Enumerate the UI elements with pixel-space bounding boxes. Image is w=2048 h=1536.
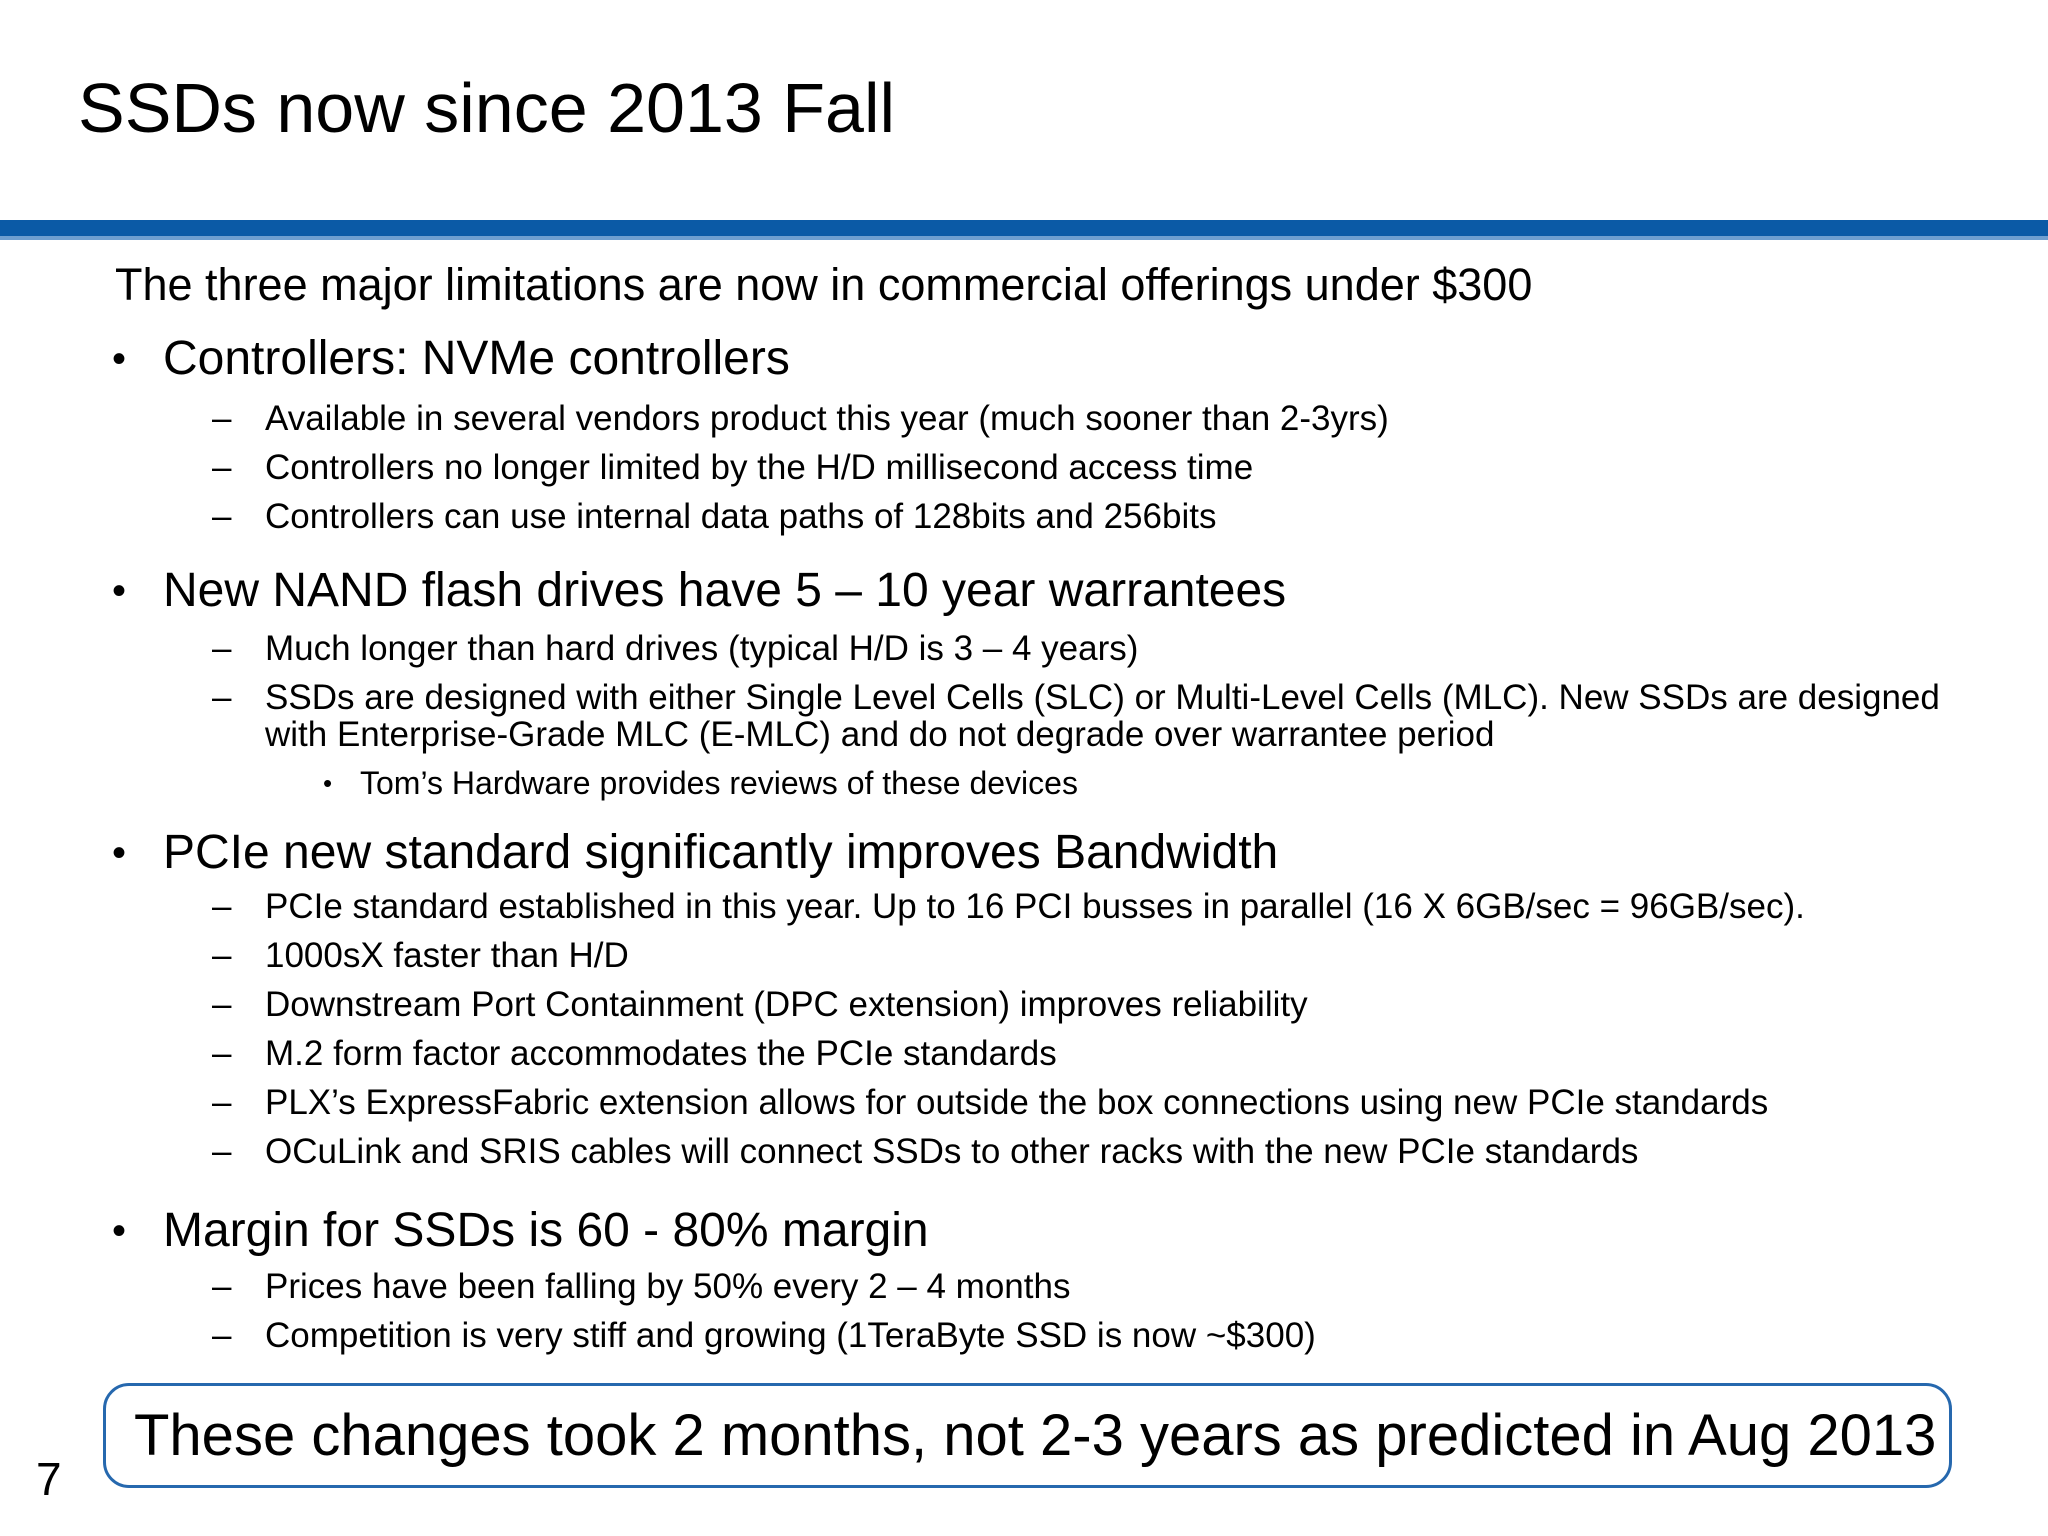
- dash-icon: –: [212, 497, 232, 536]
- section-heading: Margin for SSDs is 60 - 80% margin: [163, 1204, 929, 1257]
- section-items: – Prices have been falling by 50% every …: [0, 1268, 2048, 1354]
- section-heading: PCIe new standard significantly improves…: [163, 826, 1279, 879]
- section-items: – Available in several vendors product t…: [0, 400, 2048, 535]
- sub-bullet-icon: •: [323, 768, 333, 798]
- title-divider-bar: [0, 220, 2048, 240]
- dash-icon: –: [212, 1083, 232, 1122]
- list-item-text: 1000sX faster than H/D: [265, 936, 629, 975]
- list-item-text: SSDs are designed with either Single Lev…: [265, 678, 1940, 754]
- list-item: – PCIe standard established in this year…: [0, 888, 2048, 925]
- sub-list-item: • Tom’s Hardware provides reviews of the…: [0, 765, 2048, 802]
- list-item-text: OCuLink and SRIS cables will connect SSD…: [265, 1132, 1639, 1171]
- section-margin: • Margin for SSDs is 60 - 80% margin – P…: [0, 1205, 2048, 1366]
- dash-icon: –: [212, 448, 232, 487]
- list-item-text: Downstream Port Containment (DPC extensi…: [265, 985, 1308, 1024]
- section-heading: Controllers: NVMe controllers: [163, 332, 790, 385]
- dash-icon: –: [212, 1132, 232, 1171]
- list-item: – Controllers can use internal data path…: [0, 498, 2048, 535]
- slide-title: SSDs now since 2013 Fall: [78, 69, 896, 147]
- section-nand-flash: • New NAND flash drives have 5 – 10 year…: [0, 565, 2048, 814]
- section-heading-row: • New NAND flash drives have 5 – 10 year…: [0, 565, 2048, 617]
- list-item: – 1000sX faster than H/D: [0, 937, 2048, 974]
- dash-icon: –: [212, 1034, 232, 1073]
- list-item: – Competition is very stiff and growing …: [0, 1317, 2048, 1354]
- list-item-text: Available in several vendors product thi…: [265, 399, 1389, 438]
- list-item: – PLX’s ExpressFabric extension allows f…: [0, 1084, 2048, 1121]
- list-item-text: Much longer than hard drives (typical H/…: [265, 629, 1139, 668]
- list-item: – OCuLink and SRIS cables will connect S…: [0, 1133, 2048, 1170]
- dash-icon: –: [212, 1267, 232, 1306]
- section-heading-row: • Margin for SSDs is 60 - 80% margin: [0, 1205, 2048, 1257]
- list-item-text: PLX’s ExpressFabric extension allows for…: [265, 1083, 1769, 1122]
- section-pcie: • PCIe new standard significantly improv…: [0, 827, 2048, 1182]
- dash-icon: –: [212, 985, 232, 1024]
- dash-icon: –: [212, 399, 232, 438]
- list-item: – Prices have been falling by 50% every …: [0, 1268, 2048, 1305]
- section-heading-row: • Controllers: NVMe controllers: [0, 333, 2048, 385]
- intro-text: The three major limitations are now in c…: [115, 259, 1533, 310]
- dash-icon: –: [212, 678, 232, 717]
- list-item-text: Prices have been falling by 50% every 2 …: [265, 1267, 1071, 1306]
- section-controllers: • Controllers: NVMe controllers – Availa…: [0, 333, 2048, 547]
- bullet-icon: •: [112, 569, 127, 613]
- page-number: 7: [36, 1453, 62, 1505]
- bullet-icon: •: [112, 337, 127, 381]
- list-item: – SSDs are designed with either Single L…: [0, 679, 2048, 753]
- list-item-text: Competition is very stiff and growing (1…: [265, 1316, 1316, 1355]
- bullet-icon: •: [112, 831, 127, 875]
- list-item-text: Controllers can use internal data paths …: [265, 497, 1217, 536]
- list-item-text: PCIe standard established in this year. …: [265, 887, 1805, 926]
- dash-icon: –: [212, 887, 232, 926]
- list-item-text: Controllers no longer limited by the H/D…: [265, 448, 1254, 487]
- list-item: – Controllers no longer limited by the H…: [0, 449, 2048, 486]
- dash-icon: –: [212, 629, 232, 668]
- list-item: – Available in several vendors product t…: [0, 400, 2048, 437]
- dash-icon: –: [212, 1316, 232, 1355]
- dash-icon: –: [212, 936, 232, 975]
- section-items: – PCIe standard established in this year…: [0, 888, 2048, 1170]
- sub-list-item-text: Tom’s Hardware provides reviews of these…: [360, 765, 1078, 801]
- list-item: – M.2 form factor accommodates the PCIe …: [0, 1035, 2048, 1072]
- callout-text: These changes took 2 months, not 2-3 yea…: [134, 1403, 1937, 1468]
- section-heading: New NAND flash drives have 5 – 10 year w…: [163, 564, 1287, 617]
- list-item-text: M.2 form factor accommodates the PCIe st…: [265, 1034, 1057, 1073]
- section-items: – Much longer than hard drives (typical …: [0, 630, 2048, 802]
- list-item: – Downstream Port Containment (DPC exten…: [0, 986, 2048, 1023]
- bullet-icon: •: [112, 1209, 127, 1253]
- list-item: – Much longer than hard drives (typical …: [0, 630, 2048, 667]
- callout-box: These changes took 2 months, not 2-3 yea…: [103, 1383, 1952, 1488]
- section-heading-row: • PCIe new standard significantly improv…: [0, 827, 2048, 879]
